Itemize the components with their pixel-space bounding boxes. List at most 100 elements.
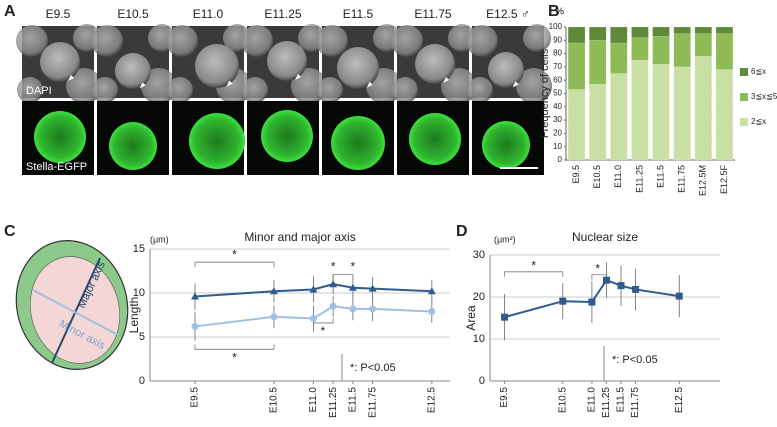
bar-segment: [631, 26, 649, 38]
bar-segment: [673, 33, 691, 68]
y-tick-label: 10: [133, 287, 145, 299]
bar-segment: [652, 64, 670, 161]
y-axis-label: Area: [464, 305, 478, 331]
y-axis-label: Frequency of cells: [539, 48, 551, 138]
x-tick-label: E11.5: [348, 387, 359, 413]
gfp-cell: [482, 121, 530, 169]
cell-diagram: Major axis Minor axis: [15, 240, 129, 370]
unit-label: %: [555, 7, 564, 18]
arrowhead: [139, 82, 146, 89]
bar-segment: [715, 33, 734, 70]
marker: [559, 297, 567, 305]
nucleus: [523, 24, 551, 52]
nucleus: [16, 25, 48, 57]
x-tick-label: E9.5: [571, 165, 581, 184]
significance-star: *: [531, 259, 536, 273]
bar-segment: [673, 26, 691, 34]
nucleus: [316, 25, 348, 57]
y-tick-label: 10: [473, 333, 485, 345]
x-tick-label: E12.5: [674, 387, 685, 414]
marker: [309, 315, 317, 323]
gfp-cell: [189, 113, 245, 169]
significance-star: *: [595, 261, 600, 275]
x-tick-label: E11.25: [601, 387, 612, 418]
stage-label: E11.75: [414, 7, 451, 21]
x-tick-label: E11.0: [587, 387, 598, 413]
x-tick-label: E11.75: [677, 165, 687, 193]
nucleus: [337, 47, 379, 89]
significance-star: *: [232, 247, 237, 261]
x-tick-label: E11.0: [308, 387, 319, 413]
x-tick-label: E10.5: [557, 387, 568, 414]
y-tick-label: 15: [133, 243, 145, 255]
nucleus: [391, 25, 423, 57]
y-axis-label: Length: [127, 297, 141, 334]
significance-star: *: [321, 324, 326, 338]
bar-segment: [567, 42, 586, 90]
y-tick-label: 90: [553, 35, 562, 44]
nucleus: [242, 77, 268, 103]
stage-label: E9.5: [46, 7, 71, 21]
nucleus: [241, 25, 273, 57]
bar-segment: [610, 26, 628, 44]
bar-segment: [673, 66, 691, 161]
bar-segment: [589, 26, 607, 41]
y-tick-label: 40: [553, 102, 562, 111]
nucleus: [317, 77, 343, 103]
bar-segment: [715, 69, 734, 161]
y-tick-label: 20: [473, 291, 485, 303]
unit-label: (μm²): [494, 234, 516, 244]
marker: [309, 285, 318, 293]
x-tick-label: E11.75: [367, 387, 378, 418]
nucleus: [40, 42, 80, 82]
note: *: P<0.05: [612, 354, 658, 366]
marker: [632, 285, 640, 293]
bar-segment: [567, 89, 586, 161]
gfp-cell: [109, 122, 157, 170]
marker: [369, 305, 377, 313]
nucleus: [516, 68, 552, 104]
y-tick-label: 0: [479, 375, 485, 387]
significance-bracket: [194, 261, 275, 268]
marker: [501, 313, 509, 321]
bar-segment: [589, 83, 607, 161]
unit-label: (μm): [150, 234, 169, 244]
arrowhead: [68, 75, 74, 81]
nucleus: [91, 25, 123, 57]
y-tick-label: 20: [553, 129, 562, 138]
marker: [602, 276, 610, 284]
chart-title: Nuclear size: [572, 230, 638, 244]
row-label: Stella-EGFP: [26, 161, 87, 173]
y-tick-label: 80: [553, 49, 562, 58]
stage-label: E11.5: [343, 7, 374, 21]
x-tick-label: E11.25: [328, 387, 339, 418]
stage-label: E11.25: [264, 7, 301, 21]
y-tick-label: 30: [473, 249, 485, 261]
marker: [329, 280, 338, 288]
gfp-cell: [261, 110, 313, 162]
significance-bracket: [332, 274, 354, 280]
x-tick-label: E11.5: [616, 387, 627, 413]
row-label: DAPI: [26, 85, 52, 97]
panel-letter: B: [548, 3, 560, 20]
nucleus: [415, 44, 455, 84]
nucleus: [466, 25, 498, 57]
bar-segment: [652, 36, 670, 65]
arrowhead: [512, 81, 519, 88]
y-tick-label: 50: [553, 89, 562, 98]
legend-label: 3≦x≦5: [751, 92, 777, 101]
panel-letter: A: [4, 3, 16, 20]
arrowhead: [295, 74, 301, 80]
y-tick-label: 70: [553, 62, 562, 71]
legend-swatch: [740, 68, 748, 76]
x-tick-label: E11.75: [630, 387, 641, 418]
arrowhead: [366, 81, 373, 88]
y-tick-label: 100: [549, 22, 563, 31]
bar-segment: [652, 26, 670, 37]
bar-segment: [631, 60, 649, 161]
stage-label: E11.0: [193, 7, 224, 21]
nucleus: [488, 52, 524, 88]
nucleus: [167, 77, 193, 103]
bar-segment: [610, 42, 628, 74]
significance-star: *: [232, 350, 237, 364]
